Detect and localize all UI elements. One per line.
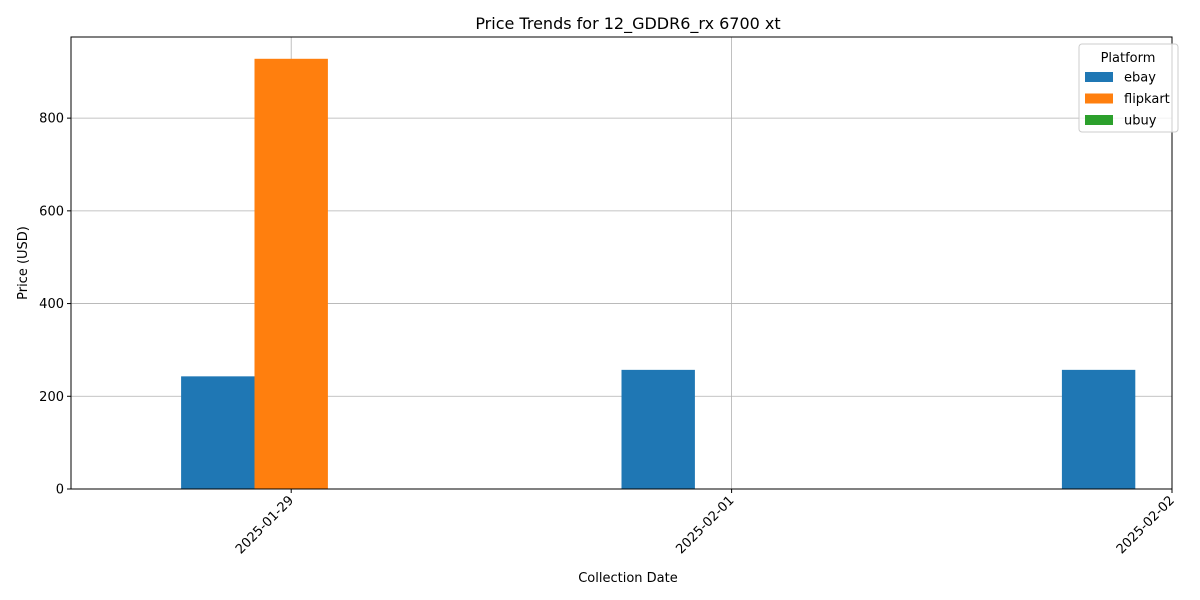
legend: Platform ebay flipkart ubuy bbox=[1078, 43, 1179, 133]
legend-items: ebay flipkart ubuy bbox=[1085, 71, 1170, 129]
y-tick-label: 600 bbox=[39, 204, 64, 219]
x-tick-label: 2025-02-02 bbox=[1114, 493, 1178, 557]
y-axis-title: Price (USD) bbox=[16, 226, 31, 300]
y-tick-label: 400 bbox=[39, 297, 64, 312]
bar-flipkart-0 bbox=[254, 58, 328, 489]
legend-label-ebay: ebay bbox=[1124, 71, 1156, 86]
legend-title: Platform bbox=[1101, 51, 1156, 66]
chart-title: Price Trends for 12_GDDR6_rx 6700 xt bbox=[475, 14, 780, 34]
legend-swatch-flipkart bbox=[1085, 93, 1113, 104]
x-axis: 2025-01-29 2025-02-01 2025-02-02 bbox=[233, 489, 1178, 557]
legend-box bbox=[1078, 43, 1179, 133]
bar-ebay-2 bbox=[1061, 369, 1136, 489]
bar-ebay-1 bbox=[621, 369, 695, 489]
legend-swatch-ubuy bbox=[1085, 115, 1113, 125]
x-tick-label: 2025-01-29 bbox=[233, 493, 297, 557]
x-tick-label: 2025-02-01 bbox=[673, 493, 737, 557]
legend-swatch-ebay bbox=[1085, 72, 1113, 82]
y-tick-label: 0 bbox=[56, 483, 64, 498]
legend-label-ubuy: ubuy bbox=[1124, 114, 1157, 129]
bar-ebay-0 bbox=[181, 376, 255, 489]
y-axis: 0 200 400 600 800 bbox=[39, 112, 71, 498]
y-tick-label: 200 bbox=[39, 390, 64, 405]
x-axis-title: Collection Date bbox=[578, 571, 678, 586]
legend-label-flipkart: flipkart bbox=[1124, 92, 1170, 107]
plot-frame bbox=[70, 36, 1173, 490]
y-tick-label: 800 bbox=[39, 112, 64, 127]
bars bbox=[181, 58, 1136, 489]
